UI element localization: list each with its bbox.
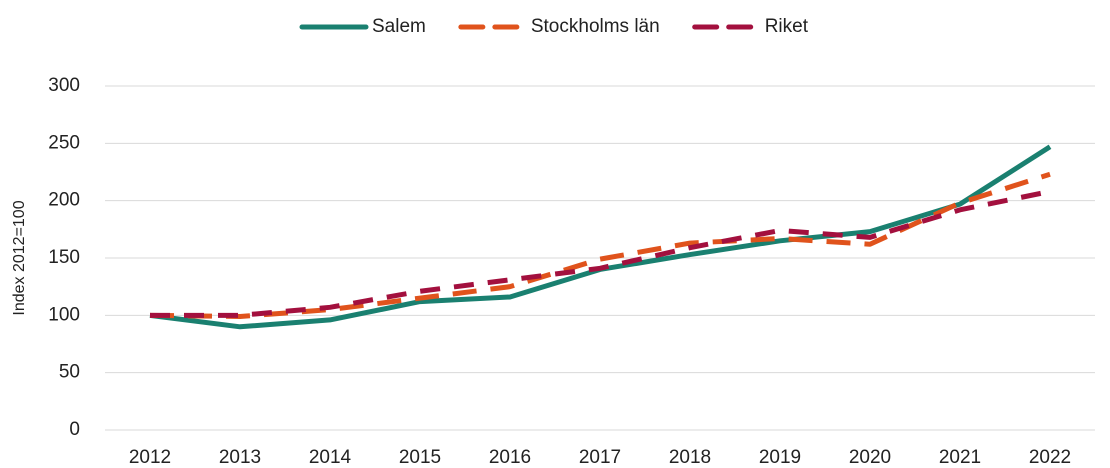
y-tick-label: 250 xyxy=(48,132,80,153)
series-line xyxy=(149,144,1052,330)
x-tick-label: 2016 xyxy=(489,447,531,468)
x-tick-label: 2012 xyxy=(129,447,171,468)
legend-label: Salem xyxy=(372,16,426,37)
y-tick-label: 150 xyxy=(48,247,80,268)
y-tick-label: 100 xyxy=(48,304,80,325)
y-tick-label: 0 xyxy=(69,419,80,440)
x-tick-label: 2019 xyxy=(759,447,801,468)
x-tick-label: 2020 xyxy=(849,447,891,468)
x-tick-label: 2022 xyxy=(1029,447,1071,468)
x-tick-label: 2013 xyxy=(219,447,261,468)
x-tick-label: 2014 xyxy=(309,447,352,468)
y-tick-label: 200 xyxy=(48,190,80,211)
series-line xyxy=(149,171,1051,319)
y-tick-label: 300 xyxy=(48,75,80,96)
x-tick-label: 2021 xyxy=(939,447,981,468)
y-tick-label: 50 xyxy=(59,362,80,383)
x-tick-label: 2015 xyxy=(399,447,441,468)
x-tick-label: 2017 xyxy=(579,447,621,468)
x-tick-label: 2018 xyxy=(669,447,711,468)
series-line xyxy=(150,189,1051,318)
y-axis-label: Index 2012=100 xyxy=(11,200,28,315)
legend-label: Riket xyxy=(765,16,809,37)
legend-label: Stockholms län xyxy=(531,16,660,37)
